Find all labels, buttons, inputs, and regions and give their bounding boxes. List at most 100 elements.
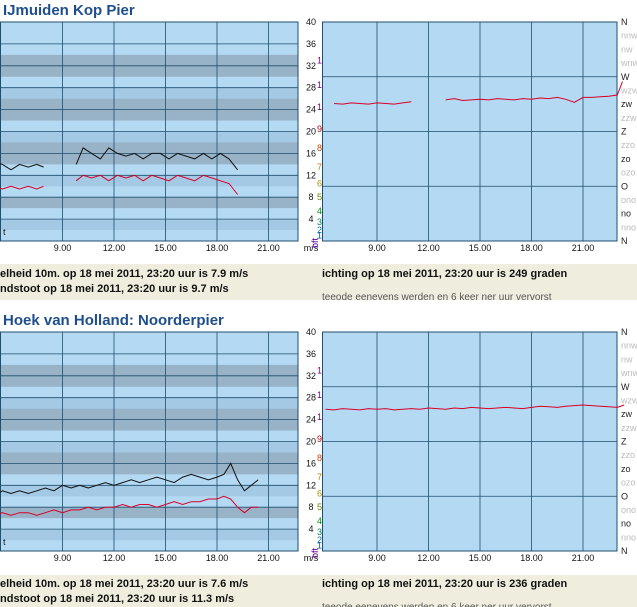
direction-tick-label: nnw [621, 31, 637, 41]
bft-tick-label: 2 [317, 535, 322, 545]
station-title: IJmuiden Kop Pier [3, 2, 135, 19]
wind-direction-caption: ichting op 18 mei 2011, 23:20 uur is 249… [322, 268, 568, 280]
speed-series-line [0, 185, 44, 190]
direction-tick-label: zw [621, 99, 633, 109]
axis-tick-label: 24 [306, 105, 316, 115]
x-tick-label: 18.00 [520, 553, 543, 563]
gust-series-line [0, 163, 44, 171]
direction-tick-label: ono [621, 505, 636, 515]
bft-tick-label: 5 [317, 502, 322, 512]
axis-tick-label: 40 [306, 17, 316, 27]
bft-unit-label: bft [310, 547, 320, 558]
bft-tick-label: 9 [317, 434, 322, 444]
direction-tick-label: no [621, 209, 631, 219]
gust-series-line [0, 462, 259, 495]
axis-tick-label: 36 [306, 39, 316, 49]
x-tick-label: 21.00 [572, 243, 595, 253]
direction-tick-label: nno [621, 532, 636, 542]
speed-series-line [75, 174, 238, 195]
wind-speed-caption: elheid 10m. op 18 mei 2011, 23:20 uur is… [0, 268, 249, 280]
axis-tick-label: 28 [306, 83, 316, 93]
beaufort-band [0, 131, 298, 143]
beaufort-band [0, 175, 298, 187]
axis-tick-label: 36 [306, 349, 316, 359]
bft-tick-label: 4 [317, 516, 322, 526]
direction-tick-label: Z [621, 437, 627, 447]
bft-tick-label: 6 [317, 179, 322, 189]
direction-tick-label: Z [621, 127, 627, 137]
axis-tick-label: 40 [306, 327, 316, 337]
x-tick-label: 18.00 [206, 553, 229, 563]
direction-tick-label: zzw [621, 423, 637, 433]
bft-unit-label: bft [310, 237, 320, 248]
bft-tick-label: 1 [317, 231, 322, 241]
x-tick-label: 15.00 [469, 243, 492, 253]
axis-tick-label: 4 [308, 524, 313, 534]
direction-tick-label: nw [621, 44, 633, 54]
x-tick-label: 12.00 [103, 553, 126, 563]
axis-tick-label: 20 [306, 127, 316, 137]
direction-series-line [445, 81, 623, 103]
bft-tick-label: 11 [317, 80, 326, 90]
direction-tick-label: W [621, 382, 630, 392]
bft-tick-label: 8 [317, 143, 322, 153]
beaufort-band [0, 507, 298, 519]
speed-series-line [0, 495, 259, 516]
x-tick-label: 12.00 [417, 243, 440, 253]
beaufort-band [0, 397, 298, 409]
axis-tick-label: 20 [306, 437, 316, 447]
direction-series-line [325, 404, 625, 411]
bft-tick-label: 11 [317, 390, 326, 400]
axis-tick-label: 24 [306, 415, 316, 425]
direction-tick-label: zzo [621, 140, 635, 150]
axis-label-t: t [3, 537, 6, 547]
direction-tick-label: W [621, 72, 630, 82]
direction-tick-label: zzo [621, 450, 635, 460]
x-tick-label: 18.00 [520, 243, 543, 253]
bft-tick-label: 5 [317, 192, 322, 202]
wind-gust-caption: ndstoot op 18 mei 2011, 23:20 uur is 11.… [0, 593, 235, 605]
caption-band [0, 264, 637, 300]
plot-border [322, 21, 618, 242]
direction-tick-label: ozo [621, 478, 636, 488]
direction-footnote: teeode eenevens werden en 6 keer ner uur… [322, 292, 552, 300]
x-tick-label: 12.00 [417, 553, 440, 563]
axis-tick-label: 28 [306, 393, 316, 403]
beaufort-band [0, 529, 298, 541]
bft-tick-label: 9 [317, 124, 322, 134]
bft-tick-label: 1 [317, 541, 322, 551]
x-tick-label: 21.00 [257, 553, 280, 563]
direction-tick-label: wzw [620, 85, 637, 95]
direction-tick-label: nnw [621, 341, 637, 351]
x-tick-label: 15.00 [469, 553, 492, 563]
direction-tick-label: zzw [621, 113, 637, 123]
direction-tick-label: zo [621, 464, 631, 474]
axis-tick-label: 12 [306, 480, 316, 490]
direction-tick-label: zw [621, 409, 633, 419]
beaufort-band [0, 197, 298, 209]
axis-tick-label: 16 [306, 458, 316, 468]
bft-tick-label: 3 [317, 527, 322, 537]
bft-tick-label: 7 [317, 472, 322, 482]
wind-gust-caption: ndstoot op 18 mei 2011, 23:20 uur is 9.7… [0, 283, 229, 295]
direction-tick-label: O [621, 181, 628, 191]
x-tick-label: 9.00 [368, 553, 386, 563]
x-tick-label: 18.00 [206, 243, 229, 253]
x-tick-label: 9.00 [54, 243, 72, 253]
direction-tick-label: nw [621, 354, 633, 364]
axis-tick-label: 8 [308, 192, 313, 202]
x-tick-label: 21.00 [572, 553, 595, 563]
gust-series-line [75, 147, 238, 171]
x-tick-label: 21.00 [257, 243, 280, 253]
plot-border [322, 331, 618, 552]
axis-tick-label: 4 [308, 214, 313, 224]
x-tick-label: 9.00 [368, 243, 386, 253]
station-title: Hoek van Holland: Noorderpier [3, 312, 224, 329]
bft-tick-label: 8 [317, 453, 322, 463]
direction-series-line [334, 101, 412, 105]
direction-tick-label: zo [621, 154, 631, 164]
direction-tick-label: wzw [620, 395, 637, 405]
beaufort-band [0, 441, 298, 453]
plot-border [0, 21, 299, 242]
